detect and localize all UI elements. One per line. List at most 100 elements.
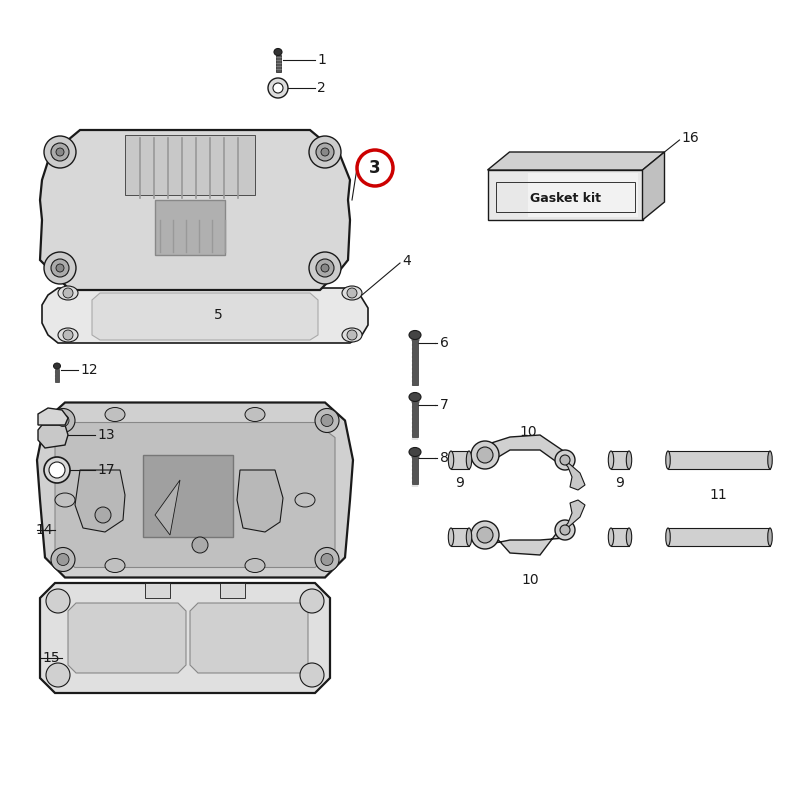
- Circle shape: [300, 663, 324, 687]
- Circle shape: [268, 78, 288, 98]
- Polygon shape: [485, 435, 565, 468]
- Circle shape: [471, 521, 499, 549]
- Circle shape: [347, 288, 357, 298]
- Ellipse shape: [58, 286, 78, 300]
- Circle shape: [300, 589, 324, 613]
- Ellipse shape: [626, 451, 632, 469]
- Polygon shape: [668, 451, 770, 469]
- Circle shape: [57, 554, 69, 566]
- Ellipse shape: [409, 330, 421, 339]
- Text: 3: 3: [369, 159, 381, 177]
- Polygon shape: [487, 170, 642, 220]
- Circle shape: [44, 252, 76, 284]
- Ellipse shape: [608, 451, 614, 469]
- Circle shape: [51, 409, 75, 433]
- Polygon shape: [68, 603, 186, 673]
- Polygon shape: [190, 603, 308, 673]
- Text: 10: 10: [521, 573, 539, 587]
- Polygon shape: [37, 402, 353, 578]
- Polygon shape: [55, 422, 335, 567]
- Circle shape: [555, 520, 575, 540]
- Ellipse shape: [666, 528, 670, 546]
- Polygon shape: [412, 401, 418, 437]
- Circle shape: [46, 589, 70, 613]
- Polygon shape: [155, 200, 225, 255]
- Text: 17: 17: [97, 463, 114, 477]
- Circle shape: [192, 537, 208, 553]
- Polygon shape: [562, 460, 585, 490]
- Text: 14: 14: [35, 523, 53, 537]
- Polygon shape: [92, 293, 318, 340]
- Polygon shape: [451, 451, 469, 469]
- Circle shape: [309, 136, 341, 168]
- Circle shape: [477, 447, 493, 463]
- Circle shape: [57, 414, 69, 426]
- Ellipse shape: [245, 558, 265, 573]
- Ellipse shape: [448, 451, 454, 469]
- Circle shape: [315, 409, 339, 433]
- Circle shape: [309, 252, 341, 284]
- Ellipse shape: [466, 528, 472, 546]
- Ellipse shape: [768, 528, 772, 546]
- Polygon shape: [412, 456, 418, 484]
- Circle shape: [315, 547, 339, 571]
- Circle shape: [560, 455, 570, 465]
- Circle shape: [63, 288, 73, 298]
- Circle shape: [471, 441, 499, 469]
- Ellipse shape: [608, 528, 614, 546]
- Polygon shape: [38, 408, 68, 425]
- Circle shape: [316, 143, 334, 161]
- Circle shape: [477, 527, 493, 543]
- Circle shape: [49, 462, 65, 478]
- Circle shape: [321, 554, 333, 566]
- Polygon shape: [562, 500, 585, 530]
- Circle shape: [555, 450, 575, 470]
- Text: 16: 16: [682, 131, 699, 145]
- Circle shape: [357, 150, 393, 186]
- Polygon shape: [40, 583, 330, 693]
- Text: 15: 15: [42, 651, 60, 665]
- Polygon shape: [487, 152, 665, 170]
- Circle shape: [56, 264, 64, 272]
- Circle shape: [321, 264, 329, 272]
- Ellipse shape: [295, 493, 315, 507]
- Polygon shape: [412, 339, 418, 385]
- Circle shape: [347, 330, 357, 340]
- Text: 11: 11: [709, 488, 727, 502]
- Polygon shape: [40, 130, 350, 290]
- Circle shape: [56, 148, 64, 156]
- Circle shape: [44, 457, 70, 483]
- Polygon shape: [75, 470, 125, 532]
- Text: 1: 1: [317, 53, 326, 67]
- Polygon shape: [145, 583, 170, 598]
- Ellipse shape: [105, 558, 125, 573]
- Text: 10: 10: [519, 425, 537, 439]
- Circle shape: [95, 507, 111, 523]
- Polygon shape: [668, 528, 770, 546]
- Polygon shape: [611, 528, 629, 546]
- Ellipse shape: [105, 407, 125, 422]
- Polygon shape: [485, 522, 565, 555]
- Ellipse shape: [54, 363, 61, 369]
- Circle shape: [51, 259, 69, 277]
- Polygon shape: [42, 288, 368, 343]
- Ellipse shape: [409, 393, 421, 402]
- Circle shape: [321, 414, 333, 426]
- Polygon shape: [38, 425, 68, 448]
- Text: 6: 6: [440, 336, 449, 350]
- Ellipse shape: [466, 451, 472, 469]
- Polygon shape: [611, 451, 629, 469]
- Polygon shape: [642, 152, 665, 220]
- Text: 7: 7: [440, 398, 449, 412]
- Ellipse shape: [448, 528, 454, 546]
- Polygon shape: [220, 583, 245, 598]
- Polygon shape: [143, 455, 233, 537]
- Text: 5: 5: [214, 308, 222, 322]
- Ellipse shape: [768, 451, 772, 469]
- Ellipse shape: [626, 528, 632, 546]
- Circle shape: [321, 148, 329, 156]
- Text: Gasket kit: Gasket kit: [530, 193, 601, 206]
- Circle shape: [51, 143, 69, 161]
- Circle shape: [560, 525, 570, 535]
- Polygon shape: [451, 528, 469, 546]
